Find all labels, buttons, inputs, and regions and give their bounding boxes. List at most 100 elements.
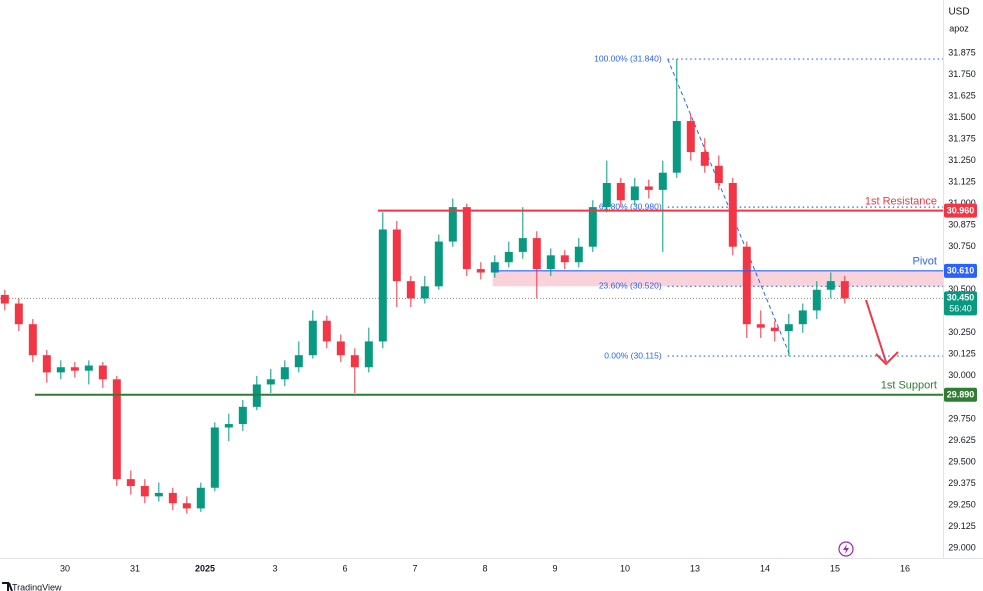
candle-body xyxy=(364,341,373,368)
candle-body xyxy=(322,320,331,342)
candle-body xyxy=(0,294,9,304)
x-tick-label: 10 xyxy=(620,563,630,573)
candle-body xyxy=(434,241,443,287)
candle-body xyxy=(602,183,611,208)
candle-body xyxy=(798,310,807,325)
y-tick-label: 29.375 xyxy=(948,478,976,488)
y-tick-label: 30.000 xyxy=(948,370,976,380)
brand-logo xyxy=(2,582,13,591)
candle-body xyxy=(728,183,737,247)
candle-body xyxy=(812,289,821,311)
y-tick-label: 29.750 xyxy=(948,413,976,423)
alert-icon[interactable] xyxy=(838,541,854,557)
y-tick-label: 30.250 xyxy=(948,327,976,337)
symbol: apoz xyxy=(949,23,969,33)
candle-body xyxy=(238,406,247,425)
x-tick-label: 3 xyxy=(273,563,278,573)
level-name: 1st Support xyxy=(881,380,937,392)
candle-body xyxy=(518,238,527,252)
price-badge xyxy=(944,263,977,278)
candle-body xyxy=(588,207,597,247)
fib-level-label: 100.00% (31.840) xyxy=(594,53,662,63)
candle-body xyxy=(714,165,723,184)
candle-body xyxy=(140,486,149,497)
candle-body xyxy=(308,320,317,356)
candle-body xyxy=(420,286,429,299)
x-tick-label: 13 xyxy=(690,563,700,573)
candle-body xyxy=(826,281,835,290)
currency: USD xyxy=(948,7,969,18)
price-badge xyxy=(944,387,977,402)
candle-body xyxy=(448,207,457,242)
candle-body xyxy=(532,238,541,270)
y-tick-label: 29.250 xyxy=(948,499,976,509)
candle-body xyxy=(210,427,219,488)
candle-body xyxy=(98,365,107,380)
x-tick-label: 15 xyxy=(830,563,840,573)
x-tick-label: 8 xyxy=(483,563,488,573)
y-tick-label: 31.000 xyxy=(948,198,976,208)
candle-body xyxy=(756,324,765,328)
x-tick-label: 30 xyxy=(60,563,70,573)
y-tick-label: 31.125 xyxy=(948,177,976,187)
candle-body xyxy=(28,324,37,356)
x-tick-label: 9 xyxy=(552,563,557,573)
y-tick-label: 30.125 xyxy=(948,349,976,359)
candle-body xyxy=(574,246,583,263)
y-tick-label: 31.500 xyxy=(948,112,976,122)
pivot-zone xyxy=(492,270,943,287)
candle-body xyxy=(476,269,485,273)
candle-body xyxy=(70,367,79,371)
candle-body xyxy=(126,479,135,487)
candle-body xyxy=(406,281,415,299)
y-tick-label: 29.125 xyxy=(948,521,976,531)
candle-body xyxy=(266,379,275,385)
last-price-label: 30.450 xyxy=(947,293,975,303)
candle-body xyxy=(644,186,653,190)
y-tick-label: 31.875 xyxy=(948,47,976,57)
candle-body xyxy=(686,121,695,153)
x-tick-label: 16 xyxy=(900,563,910,573)
candle-body xyxy=(490,262,499,273)
y-tick-label: 29.500 xyxy=(948,456,976,466)
candle-body xyxy=(378,229,387,342)
candle-body xyxy=(280,367,289,380)
x-tick-label: 2025 xyxy=(195,563,215,573)
candle-body xyxy=(294,355,303,368)
candle-body xyxy=(560,255,569,263)
level-name: Pivot xyxy=(913,256,937,268)
candle-body xyxy=(630,186,639,201)
candle-body xyxy=(770,327,779,332)
candle-body xyxy=(84,365,93,371)
candle-body xyxy=(154,492,163,497)
price-badge-label: 29.890 xyxy=(947,390,975,400)
candle-body xyxy=(784,324,793,332)
level-name: 1st Resistance xyxy=(865,195,937,207)
price-badge-label: 30.960 xyxy=(947,205,975,215)
y-tick-label: 31.250 xyxy=(948,155,976,165)
candle-body xyxy=(840,281,849,299)
y-tick-label: 29.000 xyxy=(948,542,976,552)
fib-trend-line xyxy=(667,58,791,357)
candle-body xyxy=(462,207,471,270)
y-tick-label: 29.625 xyxy=(948,435,976,445)
candle-body xyxy=(658,172,667,190)
candle-body xyxy=(672,121,681,173)
x-tick-label: 7 xyxy=(413,563,418,573)
y-tick-label: 30.500 xyxy=(948,284,976,294)
countdown: 56:40 xyxy=(949,304,972,314)
y-tick-label: 30.875 xyxy=(948,220,976,230)
candle-body xyxy=(112,379,121,480)
candle-body xyxy=(350,355,359,368)
candle-body xyxy=(616,183,625,201)
y-tick-label: 31.750 xyxy=(948,69,976,79)
brand: TradingView xyxy=(12,582,62,591)
candle-body xyxy=(742,246,751,325)
candle-body xyxy=(196,487,205,509)
candle-body xyxy=(504,251,513,263)
x-tick-label: 31 xyxy=(130,563,140,573)
y-tick-label: 31.625 xyxy=(948,90,976,100)
